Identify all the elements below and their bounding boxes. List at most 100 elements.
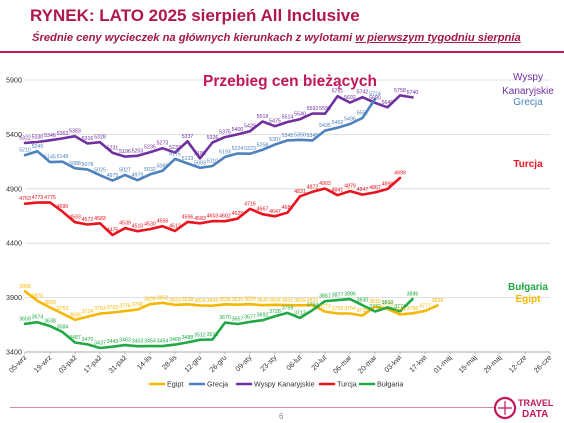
data-label-turcja: 4841 (332, 188, 344, 194)
footer-rule (10, 407, 496, 408)
data-label-turcja: 4603 (207, 214, 219, 220)
data-label-bulgaria: 3772 (369, 304, 381, 310)
y-tick-label: 4400 (6, 239, 22, 248)
data-label-egipt: 3754 (344, 306, 356, 312)
data-label-bulgaria: 3463 (119, 338, 131, 344)
data-label-grecja: 5088 (69, 161, 81, 167)
header-rule (0, 51, 564, 53)
data-label-wyspy-kanaryjskie: 5519 (257, 114, 269, 120)
data-label-turcja: 4647 (269, 209, 281, 215)
data-label-grecja: 5078 (82, 162, 94, 168)
data-label-egipt: 3839 (244, 297, 256, 303)
data-label-bulgaria: 3454 (144, 339, 156, 345)
data-label-bulgaria: 3449 (107, 339, 119, 345)
data-label-bulgaria: 3515 (207, 332, 219, 338)
data-label-grecja: 5435 (319, 123, 331, 129)
data-label-egipt: 3755 (332, 306, 344, 312)
data-label-wyspy-kanaryjskie: 5590 (319, 106, 331, 112)
data-label-bulgaria: 3512 (194, 332, 206, 338)
data-label-grecja: 5462 (332, 120, 344, 126)
data-label-egipt: 3753 (94, 306, 106, 312)
data-label-wyspy-kanaryjskie: 5196 (119, 149, 131, 155)
data-label-egipt: 3832 (307, 297, 319, 303)
data-label-egipt: 3834 (269, 297, 281, 303)
page-title: RYNEK: LATO 2025 sierpień All Inclusive (30, 6, 360, 25)
data-label-grecja: 5345 (307, 133, 319, 139)
data-label-turcja: 4512 (169, 224, 181, 230)
data-label-wyspy-kanaryjskie: 5690 (369, 95, 381, 101)
data-label-bulgaria: 3674 (32, 315, 44, 321)
series-line-egipt (23, 289, 439, 322)
data-label-wyspy-kanaryjskie: 5316 (82, 136, 94, 142)
data-label-turcja: 4530 (144, 222, 156, 228)
data-label-wyspy-kanaryjskie: 5592 (307, 106, 319, 112)
data-label-egipt: 3833 (169, 297, 181, 303)
data-label-wyspy-kanaryjskie: 5514 (282, 114, 294, 120)
data-label-turcja: 4775 (44, 195, 56, 201)
y-tick-label: 3400 (6, 348, 22, 357)
data-label-egipt: 3831 (282, 298, 294, 304)
series-line-grecja (23, 97, 377, 182)
data-label-wyspy-kanaryjskie: 5330 (32, 135, 44, 141)
data-label-wyspy-kanaryjskie: 5429 (244, 124, 256, 130)
data-label-wyspy-kanaryjskie: 5346 (44, 133, 56, 139)
data-label-egipt: 3826 (207, 298, 219, 304)
data-label-egipt: 3695 (69, 312, 81, 318)
data-label-grecja: 5027 (119, 167, 131, 173)
data-label-egipt: 3870 (32, 293, 44, 299)
data-label-wyspy-kanaryjskie: 5337 (182, 134, 194, 140)
data-label-wyspy-kanaryjskie: 5383 (69, 129, 81, 135)
data-label-turcja: 4831 (294, 189, 306, 195)
subtitle-underlined-text: w pierwszym tygodniu sierpnia (355, 32, 521, 44)
series-side-label: Grecja (513, 97, 543, 108)
data-label-wyspy-kanaryjskie: 5742 (357, 90, 369, 96)
series-side-label: Turcja (513, 159, 543, 170)
data-label-bulgaria: 3487 (69, 335, 81, 341)
data-label-bulgaria: 3677 (244, 314, 256, 320)
data-label-turcja: 4667 (257, 207, 269, 213)
y-tick-label: 5400 (6, 130, 22, 139)
data-label-turcja: 4847 (357, 187, 369, 193)
data-label-egipt: 3835 (232, 297, 244, 303)
data-label-grecja: 5145 (44, 155, 56, 161)
series-line-wyspy-kanaryjskie (23, 94, 414, 160)
data-label-egipt: 3735 (357, 308, 369, 314)
data-label-bulgaria: 3867 (319, 294, 331, 300)
data-label-wyspy-kanaryjskie: 5375 (219, 130, 231, 136)
logo-line-1: TRAVEL (518, 398, 554, 408)
data-label-bulgaria: 3692 (257, 313, 269, 319)
data-label-bulgaria: 3670 (219, 315, 231, 321)
data-label-turcja: 4583 (94, 216, 106, 222)
data-label-wyspy-kanaryjskie: 5231 (107, 145, 119, 151)
data-label-turcja: 4556 (157, 219, 169, 225)
data-label-egipt: 3838 (219, 297, 231, 303)
data-label-egipt: 3828 (194, 298, 206, 304)
data-label-turcja: 4475 (107, 228, 119, 234)
data-label-grecja: 5724 (369, 92, 381, 98)
data-label-egipt: 3776 (119, 304, 131, 310)
data-label-wyspy-kanaryjskie: 5203 (132, 148, 144, 154)
data-label-bulgaria: 3488 (182, 335, 194, 341)
data-label-grecja: 5345 (282, 133, 294, 139)
data-label-wyspy-kanaryjskie: 5273 (157, 141, 169, 147)
data-label-egipt: 3724 (82, 309, 94, 315)
data-label-turcja: 4898 (382, 182, 394, 188)
data-label-grecja: 5149 (57, 154, 69, 160)
data-label-egipt: 3852 (157, 295, 169, 301)
data-label-turcja: 4625 (232, 211, 244, 217)
legend-label-wyspy-kanaryjskie: Wyspy Kanaryjskie (254, 380, 315, 389)
data-label-grecja: 5133 (182, 156, 194, 162)
data-label-wyspy-kanaryjskie: 5740 (407, 90, 419, 96)
y-tick-label: 3900 (6, 293, 22, 302)
data-label-egipt: 3816 (369, 299, 381, 305)
data-label-turcja: 4593 (69, 215, 81, 221)
chart-title: Przebieg cen bieżących (203, 73, 377, 90)
data-label-turcja: 4602 (219, 214, 231, 220)
data-label-bulgaria: 3453 (132, 339, 144, 345)
data-label-turcja: 4716 (244, 201, 256, 207)
legend-label-bulgaria: Bułgaria (377, 380, 403, 389)
data-label-bulgaria: 3810 (382, 300, 394, 306)
series-side-label: Bułgaria (508, 282, 548, 293)
data-label-turcja: 4510 (132, 224, 144, 230)
